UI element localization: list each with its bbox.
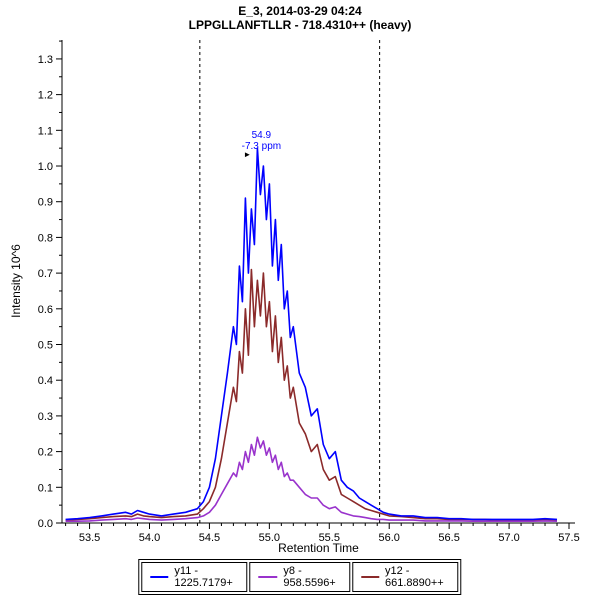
legend-item-y12: y12 - 661.8890++ xyxy=(351,562,459,592)
y-tick-label: 0.3 xyxy=(38,411,53,423)
y-tick-label: 0.2 xyxy=(38,447,53,459)
x-tick-label: 56.0 xyxy=(379,532,400,544)
series-line-y8[interactable] xyxy=(65,436,558,523)
y-tick-label: 1.1 xyxy=(38,125,53,137)
y-tick-label: 1.2 xyxy=(38,90,53,102)
legend-label: y11 - 1225.7179+ xyxy=(174,565,233,589)
y-tick-label: 0.6 xyxy=(38,304,53,316)
y-tick-label: 0.7 xyxy=(38,268,53,280)
y-tick-label: 1.0 xyxy=(38,161,53,173)
y-tick-label: 0.9 xyxy=(38,197,53,209)
legend-label: y12 - 661.8890++ xyxy=(385,565,444,589)
legend-item-y11: y11 - 1225.7179+ xyxy=(141,562,248,592)
x-tick-label: 57.5 xyxy=(558,532,579,544)
y-tick-label: 1.3 xyxy=(38,54,53,66)
x-tick-label: 55.0 xyxy=(259,532,280,544)
x-axis-title: Retention Time xyxy=(278,541,359,555)
x-tick-label: 54.5 xyxy=(199,532,220,544)
legend-line-swatch xyxy=(150,576,169,578)
peak-rt-label: 54.9 xyxy=(252,130,272,141)
chart-title: E_3, 2014-03-29 04:24 xyxy=(238,4,362,18)
legend-line-swatch xyxy=(258,576,278,578)
y-tick-label: 0.0 xyxy=(38,518,53,530)
legend-label: y8 - 958.5596+ xyxy=(283,565,336,589)
legend-item-y8: y8 - 958.5596+ xyxy=(249,562,350,592)
x-tick-label: 53.5 xyxy=(79,532,100,544)
y-tick-label: 0.4 xyxy=(38,375,53,387)
y-axis-title: Intensity 10^6 xyxy=(9,244,23,318)
chart-subtitle: LPPGLLANFTLLR - 718.4310++ (heavy) xyxy=(188,18,412,32)
y-tick-label: 0.8 xyxy=(38,232,53,244)
y-tick-label: 0.1 xyxy=(38,482,53,494)
series-line-y11[interactable] xyxy=(65,147,558,521)
legend-line-swatch xyxy=(360,576,380,578)
peak-pointer-icon: ► xyxy=(243,150,251,159)
x-tick-label: 55.5 xyxy=(319,532,340,544)
y-tick-label: 0.5 xyxy=(38,340,53,352)
series-line-y12[interactable] xyxy=(65,268,558,521)
x-tick-label: 56.5 xyxy=(438,532,459,544)
peak-mass-error-label: -7.3 ppm xyxy=(242,141,281,152)
x-tick-label: 57.0 xyxy=(498,532,519,544)
legend: y11 - 1225.7179+ y8 - 958.5596+ y12 - 661.… xyxy=(138,559,462,595)
x-tick-label: 54.0 xyxy=(139,532,160,544)
